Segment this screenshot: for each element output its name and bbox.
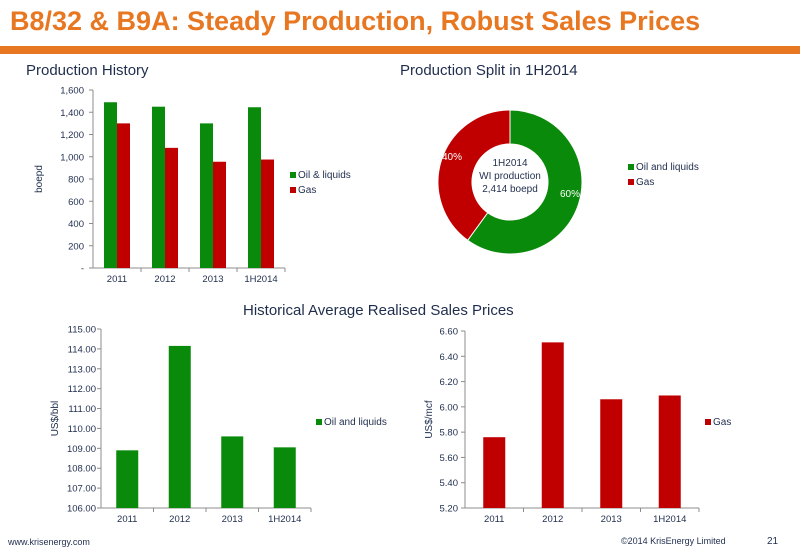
gas_prices-legend-swatch [705, 419, 711, 425]
donut-center-text: 1H2014 [492, 158, 527, 169]
donut-slice [466, 109, 583, 255]
production_history-legend-swatch [290, 172, 296, 178]
gas_prices-ytick-label: 5.20 [440, 504, 459, 515]
production_history-xtick-label: 2012 [154, 274, 175, 285]
oil_prices-ytick-label: 113.00 [68, 364, 96, 375]
production_history-ytick-label: 600 [68, 197, 84, 208]
production_history-ytick-label: 800 [68, 175, 84, 186]
gas_prices-ytick-label: 5.80 [440, 428, 459, 439]
footer-url[interactable]: www.krisenergy.com [8, 537, 90, 547]
production_history-ytick-label: 400 [68, 219, 84, 230]
oil_prices-xtick-label: 1H2014 [268, 514, 301, 525]
oil_prices-ytick-label: 106.00 [67, 504, 96, 515]
slide-title: B8/32 & B9A: Steady Production, Robust S… [10, 6, 701, 36]
production_history-bar [248, 107, 261, 269]
production_history-xtick-label: 2011 [107, 274, 127, 285]
production_history-y-axis-label: boepd [34, 165, 45, 193]
gas_prices-bar [483, 437, 506, 508]
gas_prices-bar [600, 399, 623, 508]
production_history-ytick-label: 1,200 [60, 130, 84, 141]
production_history-bar [104, 102, 117, 268]
donut-legend-label: Gas [636, 177, 654, 188]
oil_prices-bar [273, 447, 296, 508]
oil_prices-xtick-label: 2012 [169, 514, 190, 525]
gas_prices-ytick-label: 6.00 [440, 402, 459, 413]
production_history-ytick-label: 1,600 [60, 86, 84, 97]
oil_prices-legend-label: Oil and liquids [324, 417, 387, 428]
donut-center-text: WI production [479, 171, 541, 182]
production_history-ytick-label: 1,400 [60, 108, 84, 119]
gas_prices-ytick-label: 6.40 [440, 352, 459, 363]
donut-slice [437, 109, 511, 241]
oil_prices-ytick-label: 112.00 [68, 384, 96, 395]
oil_prices-bar [116, 450, 139, 508]
production_history-legend-label: Oil & liquids [298, 170, 351, 181]
gas_prices-xtick-label: 1H2014 [653, 514, 686, 525]
production_history-bar [213, 161, 226, 268]
sales-prices-title: Historical Average Realised Sales Prices [243, 302, 514, 319]
production_history-legend-label: Gas [298, 185, 316, 196]
donut-legend-label: Oil and liquids [636, 162, 699, 173]
oil_prices-bar [168, 345, 191, 508]
production-history-title: Production History [26, 62, 149, 79]
oil_prices-ytick-label: 108.00 [67, 464, 96, 475]
production-split-title: Production Split in 1H2014 [400, 62, 578, 79]
oil_prices-legend-swatch [316, 419, 322, 425]
oil_prices-ytick-label: 107.00 [67, 484, 96, 495]
gas_prices-xtick-label: 2011 [484, 514, 504, 525]
gas_prices-xtick-label: 2013 [601, 514, 622, 525]
oil_prices-xtick-label: 2011 [117, 514, 137, 525]
oil_prices-bar [221, 436, 244, 508]
oil_prices-ytick-label: 109.00 [67, 444, 96, 455]
production_history-bar [261, 159, 274, 268]
donut-slice-label: 40% [442, 152, 462, 163]
production_history-bar [165, 147, 178, 268]
production_history-ytick-label: 1,000 [60, 152, 84, 163]
donut-slice-label: 60% [560, 189, 580, 200]
donut-legend-swatch [628, 179, 634, 185]
oil_prices-xtick-label: 2013 [222, 514, 243, 525]
production_history-bar [200, 123, 213, 268]
production_history-xtick-label: 1H2014 [244, 274, 277, 285]
gas_prices-legend-label: Gas [713, 417, 731, 428]
oil_prices-y-axis-label: US$/bbl [50, 401, 61, 437]
gas_prices-ytick-label: 5.40 [440, 478, 459, 489]
production_history-bar [117, 123, 130, 268]
title-underline [0, 46, 800, 54]
oil_prices-ytick-label: 111.00 [68, 404, 96, 415]
gas_prices-xtick-label: 2012 [542, 514, 563, 525]
gas_prices-y-axis-label: US$/mcf [424, 400, 435, 439]
gas_prices-ytick-label: 5.60 [440, 453, 459, 464]
oil_prices-ytick-label: 114.00 [68, 344, 96, 355]
donut-center-text: 2,414 boepd [482, 184, 538, 195]
footer-copyright: ©2014 KrisEnergy Limited [621, 536, 726, 546]
production_history-ytick-label: 200 [68, 241, 84, 252]
gas_prices-ytick-label: 6.20 [440, 377, 459, 388]
page-number: 21 [767, 536, 779, 547]
donut-legend-swatch [628, 164, 634, 170]
production_history-xtick-label: 2013 [202, 274, 223, 285]
title-bar: B8/32 & B9A: Steady Production, Robust S… [0, 0, 800, 46]
production_history-ytick-label: - [81, 264, 84, 275]
gas_prices-ytick-label: 6.60 [440, 327, 459, 338]
oil_prices-ytick-label: 110.00 [68, 424, 96, 435]
production_history-bar [152, 106, 165, 268]
gas_prices-bar [658, 395, 681, 508]
oil_prices-ytick-label: 115.00 [68, 325, 96, 336]
gas_prices-bar [541, 342, 564, 508]
production_history-legend-swatch [290, 187, 296, 193]
